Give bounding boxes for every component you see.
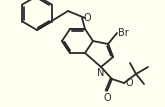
Text: O: O [83,13,91,23]
Text: N: N [97,68,105,78]
Text: Br: Br [118,28,129,38]
Text: O: O [103,93,111,103]
Text: O: O [125,78,133,88]
